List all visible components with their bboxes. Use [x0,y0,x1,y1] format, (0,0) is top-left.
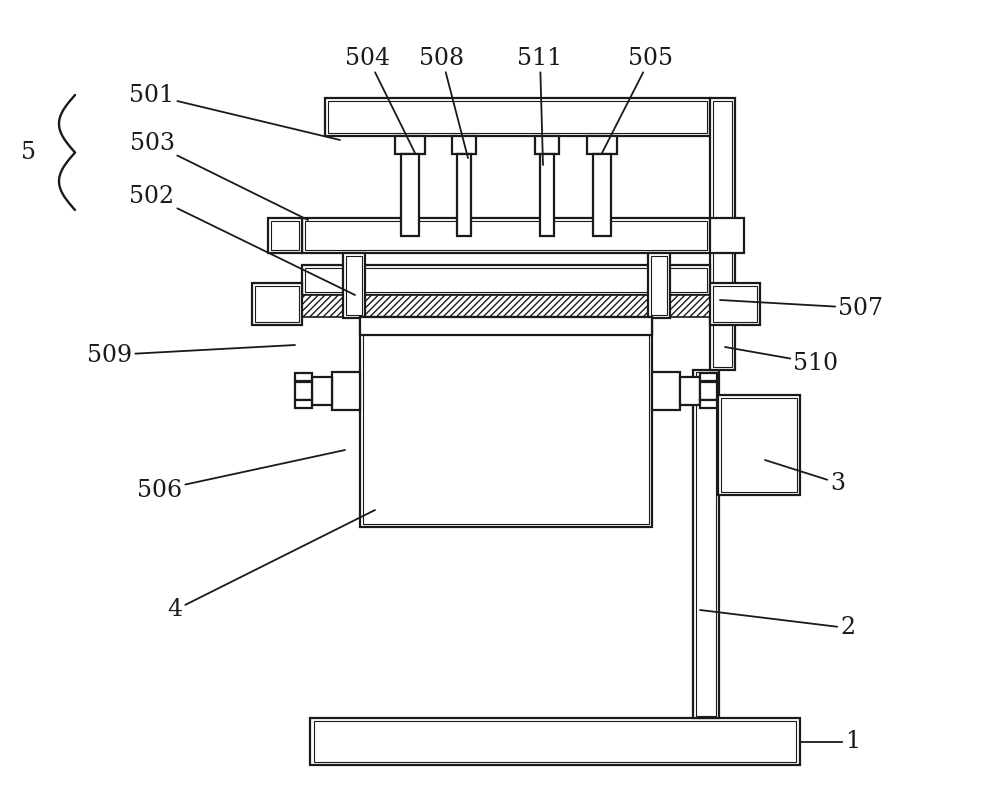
Bar [718,395,800,495]
Bar [680,377,700,405]
Bar [648,253,670,318]
Text: 506: 506 [137,450,345,502]
Bar [271,221,299,250]
Bar [314,721,796,762]
Bar [295,373,312,381]
Bar [252,283,302,325]
Bar [360,317,652,335]
Bar [710,98,735,370]
Bar [302,295,710,317]
Bar [255,286,299,322]
Text: 502: 502 [129,184,355,295]
Bar [700,400,717,408]
Bar [312,377,332,405]
Text: 509: 509 [87,343,295,366]
Bar [710,218,744,253]
Text: 507: 507 [720,297,883,320]
Bar [651,256,667,315]
Text: 508: 508 [419,46,468,158]
Bar [305,268,707,292]
Text: 2: 2 [700,610,855,639]
Bar [452,136,476,154]
Bar [310,718,800,765]
Text: 505: 505 [602,46,673,153]
Bar [302,218,710,253]
Bar [696,372,716,716]
Bar [721,398,797,492]
Bar [363,320,649,524]
Text: 5: 5 [21,141,36,164]
Bar [700,382,717,400]
Bar [295,400,312,408]
Bar [295,382,312,400]
Text: 510: 510 [725,347,838,374]
Bar [328,101,707,133]
Bar [587,136,617,154]
Bar [346,256,362,315]
Bar [693,370,719,718]
Text: 3: 3 [765,460,845,494]
Bar [325,98,710,136]
Bar [305,221,707,250]
Bar [457,154,471,236]
Text: 504: 504 [345,46,415,153]
Bar [535,136,559,154]
Text: 1: 1 [800,731,860,754]
Bar [593,154,611,236]
Bar [652,372,680,410]
Bar [332,372,360,410]
Text: 501: 501 [129,83,340,140]
Bar [540,154,554,236]
Bar [360,317,652,527]
Bar [343,253,365,318]
Bar [710,283,760,325]
Bar [401,154,419,236]
Bar [268,218,302,253]
Bar [395,136,425,154]
Bar [713,101,732,367]
Bar [713,286,757,322]
Bar [302,265,710,295]
Text: 511: 511 [517,46,563,165]
Text: 503: 503 [130,131,308,220]
Text: 4: 4 [167,510,375,622]
Bar [700,373,717,381]
